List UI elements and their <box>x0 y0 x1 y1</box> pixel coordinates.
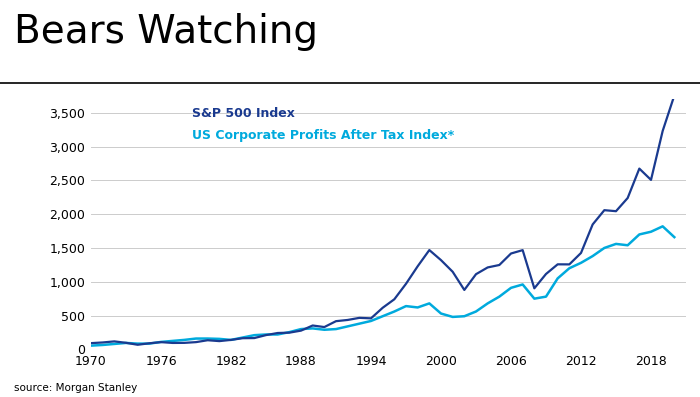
Text: US Corporate Profits After Tax Index*: US Corporate Profits After Tax Index* <box>192 129 454 142</box>
Text: S&P 500 Index: S&P 500 Index <box>192 107 295 120</box>
Text: Bears Watching: Bears Watching <box>14 13 318 51</box>
Text: source: Morgan Stanley: source: Morgan Stanley <box>14 383 137 393</box>
